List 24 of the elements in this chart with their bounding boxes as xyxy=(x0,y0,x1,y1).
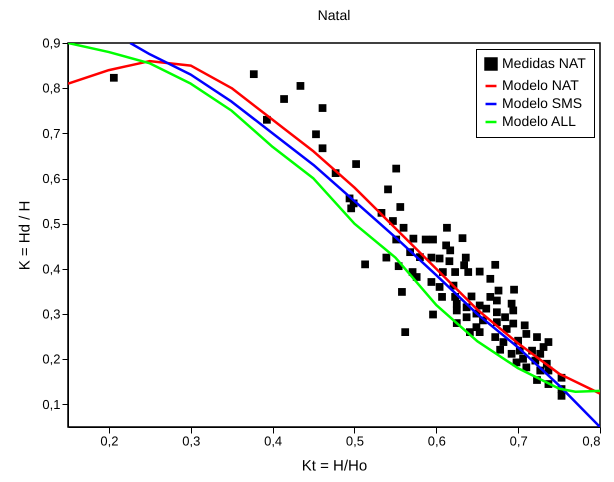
y-tick-label: 0,8 xyxy=(42,80,60,96)
y-tick-label: 0,1 xyxy=(42,396,60,412)
y-tick-label: 0,6 xyxy=(42,171,60,186)
x-tick-label: 0,7 xyxy=(510,434,528,448)
x-tick-label: 0,6 xyxy=(428,434,446,448)
y-tick-label: 0,2 xyxy=(42,352,60,367)
x-tick-label: 0,3 xyxy=(182,434,200,448)
x-tick-label: 0,5 xyxy=(346,434,364,448)
line-series xyxy=(128,43,600,427)
x-tick-label: 0,8 xyxy=(582,434,600,448)
x-tick-label: 0,4 xyxy=(264,434,282,448)
y-tick-label: 0,5 xyxy=(42,216,60,232)
y-tick-label: 0,4 xyxy=(42,261,60,276)
legend-label: Modelo SMS xyxy=(502,95,582,111)
y-tick-label: 0,9 xyxy=(42,36,60,50)
x-tick-label: 0,2 xyxy=(100,434,118,448)
y-axis-title: K = Hd / H xyxy=(16,200,34,270)
legend-label: Modelo ALL xyxy=(502,113,576,129)
legend-label: Medidas NAT xyxy=(502,55,586,71)
y-tick-label: 0,7 xyxy=(42,126,60,141)
legend-label: Modelo NAT xyxy=(502,77,580,93)
y-tick-label: 0,3 xyxy=(42,306,60,322)
x-axis-title: Kt = H/Ho xyxy=(302,458,368,474)
chart-title: Natal xyxy=(318,7,350,23)
